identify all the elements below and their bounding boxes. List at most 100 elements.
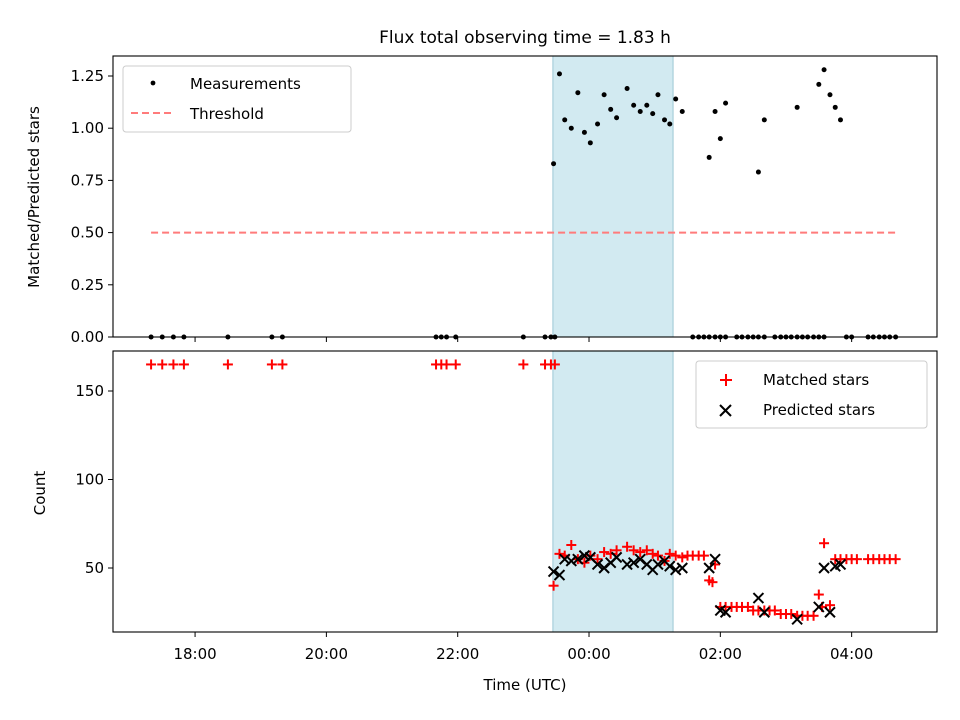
bottom-x-axis-ticks: 18:00 20:00 22:00 00:00 02:00 04:00 xyxy=(173,632,873,663)
predicted-star-point xyxy=(559,553,571,565)
measurement-point xyxy=(650,111,656,117)
top-axes-frame xyxy=(112,55,938,338)
top-ytick-label: 0.00 xyxy=(71,328,104,346)
predicted-star-point xyxy=(664,560,676,572)
matched-star-point xyxy=(819,538,830,549)
bottom-ytick-label: 100 xyxy=(75,471,104,489)
measurement-point xyxy=(568,125,574,131)
measurement-point xyxy=(631,102,637,108)
legend-label-matched-stars: Matched stars xyxy=(763,371,869,389)
measurement-point xyxy=(821,67,827,73)
predicted-star-point xyxy=(676,562,688,574)
measurement-point xyxy=(667,121,673,127)
measurement-point xyxy=(827,92,833,98)
bottom-xtick-label: 00:00 xyxy=(567,645,610,663)
predicted-star-point xyxy=(758,606,771,618)
measurement-point xyxy=(706,154,712,160)
matched-star-point xyxy=(628,545,639,556)
legend-marker-predicted-stars xyxy=(719,404,732,417)
bottom-xtick-label: 04:00 xyxy=(830,645,873,663)
measurement-point xyxy=(655,92,661,98)
measurements-layer xyxy=(148,67,899,340)
matched-star-point xyxy=(824,600,835,611)
bottom-y-axis-label: Count xyxy=(31,471,49,516)
predicted-star-point xyxy=(553,569,566,581)
legend-label-predicted-stars: Predicted stars xyxy=(763,401,875,419)
predicted-star-point xyxy=(669,564,682,576)
measurement-point xyxy=(587,140,593,146)
matched-star-point xyxy=(592,554,603,565)
matched-star-point xyxy=(146,359,157,370)
matched-star-point xyxy=(518,359,529,370)
bottom-legend-box xyxy=(695,360,928,429)
matched-star-point xyxy=(566,539,577,550)
predicted-star-point xyxy=(824,606,836,618)
observing-window-shade-top xyxy=(552,55,674,338)
matched-star-point xyxy=(178,359,189,370)
top-y-axis-label: Matched/Predicted stars xyxy=(25,106,43,288)
top-x-axis-ticks xyxy=(194,337,853,342)
matched-star-point xyxy=(585,550,596,561)
measurement-point xyxy=(723,100,729,106)
observing-window-shade-bottom xyxy=(552,350,674,633)
measurement-point xyxy=(624,86,630,92)
matched-star-point xyxy=(441,359,452,370)
measurement-point xyxy=(556,71,562,77)
predicted-star-point xyxy=(719,606,732,618)
measurement-point xyxy=(662,117,668,123)
measurement-point xyxy=(837,117,843,123)
measurement-point xyxy=(755,169,761,175)
matched-star-point xyxy=(647,548,658,559)
bottom-axes-frame xyxy=(112,350,938,633)
legend-marker-matched-stars xyxy=(720,374,732,386)
measurement-point xyxy=(679,108,685,114)
predicted-star-point xyxy=(791,613,803,626)
predicted-star-point xyxy=(627,556,640,569)
measurement-point xyxy=(761,117,767,123)
matched-star-point xyxy=(450,359,461,370)
bottom-ytick-label: 150 xyxy=(75,382,104,400)
matched-star-point xyxy=(222,359,233,370)
chart-title: Flux total observing time = 1.83 h xyxy=(379,28,671,48)
matched-star-point xyxy=(677,552,688,563)
measurement-point xyxy=(551,161,557,167)
legend-label-measurements: Measurements xyxy=(190,75,301,93)
measurement-point xyxy=(595,121,601,127)
measurement-point xyxy=(673,96,679,102)
measurement-point xyxy=(581,129,587,135)
top-ytick-label: 1.25 xyxy=(71,67,104,85)
matched-star-point xyxy=(622,541,633,552)
bottom-legend: Matched stars Predicted stars xyxy=(695,360,928,429)
measurement-point xyxy=(794,104,800,110)
predicted-star-point xyxy=(752,592,765,604)
predicted-star-point xyxy=(621,558,633,571)
measurement-point xyxy=(562,117,568,123)
top-panel: Flux total observing time = 1.83 h 0.00 0… xyxy=(25,28,938,346)
matched-star-point xyxy=(266,359,277,370)
matched-star-point xyxy=(554,548,565,559)
predicted-star-point xyxy=(565,555,577,567)
predicted-star-point xyxy=(818,562,830,574)
top-ytick-label: 0.75 xyxy=(71,171,104,189)
matched-star-point xyxy=(769,605,780,616)
matched-star-point xyxy=(277,359,288,370)
measurement-point xyxy=(644,102,650,108)
x-axis-label: Time (UTC) xyxy=(483,676,567,694)
matched-star-point xyxy=(652,550,663,561)
matched-star-point xyxy=(890,554,901,565)
predicted-star-point xyxy=(610,551,623,564)
measurement-point xyxy=(712,108,718,114)
top-ytick-label: 0.50 xyxy=(71,224,104,242)
measurement-point xyxy=(601,92,607,98)
measurement-point xyxy=(637,108,643,114)
bottom-ytick-label: 50 xyxy=(85,559,104,577)
measurement-point xyxy=(717,136,723,142)
matched-star-point xyxy=(635,547,646,558)
top-ytick-label: 1.00 xyxy=(71,119,104,137)
top-ytick-label: 0.25 xyxy=(71,276,104,294)
matched-star-point xyxy=(670,550,681,561)
matched-star-point xyxy=(707,577,718,588)
matched-star-point xyxy=(698,550,709,561)
